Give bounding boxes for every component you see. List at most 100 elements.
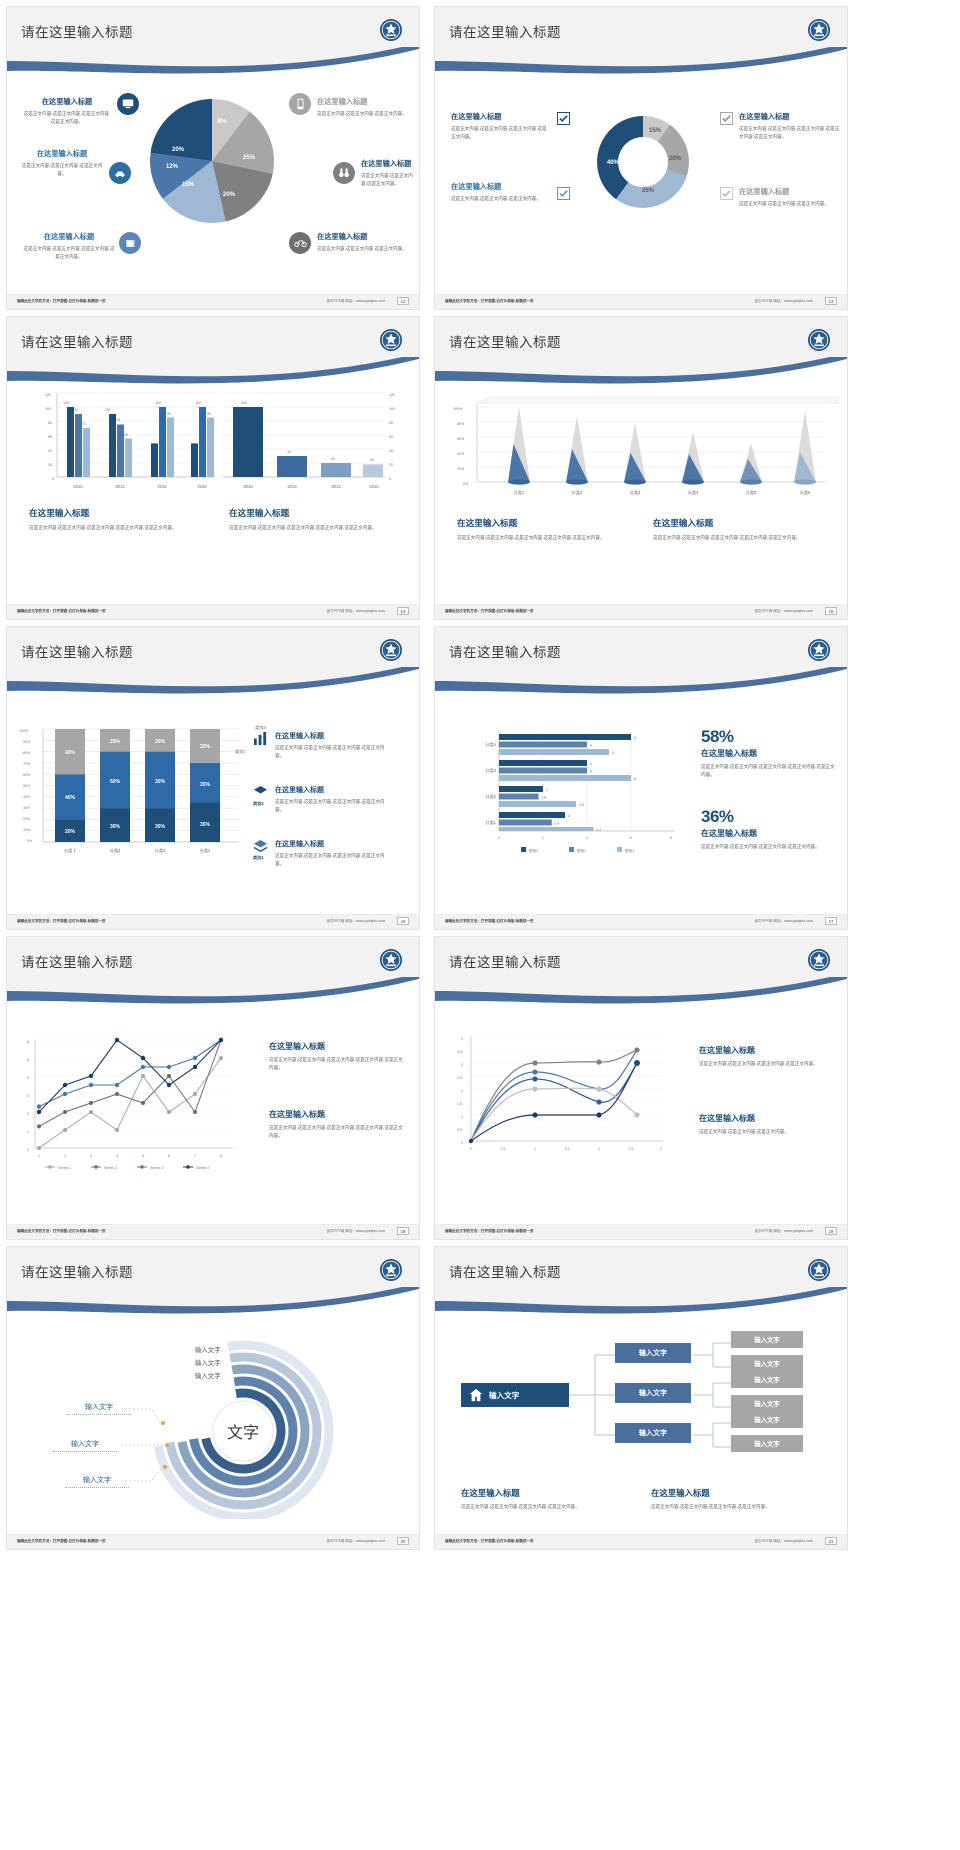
body-left: 这是正文内容,这是正文内容,这是正文内容,这是正文内容,这是正文内容。 (457, 535, 605, 540)
footer-note: 编辑此处文字的方法：打开视图-幻灯片母版-标题前一页 (17, 298, 106, 303)
svg-text:2016: 2016 (197, 484, 207, 489)
list-item[interactable]: 在这里输入标题 这是正文内容,这是正文内容,这是正文内容,这是正文内容。 (253, 839, 387, 868)
slide-footer: 编辑此处文字的方法：打开视图-幻灯片母版-标题前一页 优牛PPT网 网址：www… (435, 604, 847, 619)
svg-text:2: 2 (542, 836, 544, 840)
layer1-icon (253, 839, 268, 852)
svg-text:0: 0 (27, 1148, 29, 1152)
slide-thumbnail-12[interactable]: 请在这里输入标题 20% 8% 25% 20% (6, 6, 420, 310)
doughnut-label-4: 25% (642, 188, 655, 194)
svg-text:2014: 2014 (287, 484, 297, 489)
bicycle-icon[interactable] (289, 232, 311, 254)
svg-text:分类3: 分类3 (630, 489, 641, 496)
decorative-swoosh (7, 667, 419, 737)
slide-thumbnail-16[interactable]: 请在这里输入标题 100% 90% 80% 70% 60% 50% 40% 30% 20… (6, 626, 420, 930)
slide-thumbnail-15[interactable]: 请在这里输入标题 100% 80% 60% 40% 20% 0% (434, 316, 848, 620)
svg-text:4: 4 (461, 1037, 463, 1041)
checkbox-right-1[interactable] (720, 112, 733, 125)
page-title: 请在这里输入标题 (21, 25, 133, 40)
org-leaf-node[interactable]: 输入文字 (731, 1371, 803, 1388)
pie-label-4: 20% (223, 192, 236, 198)
school-crest-logo (380, 639, 402, 661)
svg-text:Series 2: Series 2 (104, 1166, 117, 1170)
checkbox-left-2[interactable] (557, 187, 570, 200)
phone-icon[interactable] (289, 93, 311, 115)
svg-text:3: 3 (461, 1063, 463, 1067)
decorative-swoosh (7, 977, 419, 1047)
footer-site: 优牛PPT网 网址：www.pptqiniu.com (754, 298, 813, 303)
svg-text:70: 70 (82, 422, 86, 426)
svg-text:分类1: 分类1 (485, 819, 496, 826)
svg-text:分类4: 分类4 (200, 847, 211, 854)
svg-text:85: 85 (207, 412, 211, 416)
smooth-line-chart: 4 3.5 3 2.5 2 1.5 1 0.5 0 (457, 1036, 663, 1151)
slide-footer: 编辑此处文字的方法：打开视图-幻灯片母版-标题前一页 优牛PPT网 网址：www… (7, 914, 419, 929)
decorative-swoosh (435, 667, 847, 737)
org-mid-node[interactable]: 输入文字 (615, 1383, 691, 1403)
footer-site: 优牛PPT网 网址：www.pptqiniu.com (754, 1538, 813, 1543)
org-leaf-node[interactable]: 输入文字 (731, 1435, 803, 1452)
decorative-swoosh (435, 357, 847, 427)
slide-thumbnail-20[interactable]: 请在这里输入标题 文字 (6, 1246, 420, 1550)
left-label-2: 输入文字 (53, 1439, 117, 1452)
svg-text:80: 80 (48, 421, 52, 425)
svg-text:1: 1 (461, 1115, 463, 1119)
page-title: 请在这里输入标题 (21, 645, 133, 660)
slide-footer: 编辑此处文字的方法：打开视图-幻灯片母版-标题前一页 优牛PPT网 网址：www… (435, 914, 847, 929)
footer-note: 编辑此处文字的方法：打开视图-幻灯片母版-标题前一页 (445, 608, 534, 613)
slide-footer: 编辑此处文字的方法：打开视图-幻灯片母版-标题前一页 优牛PPT网 网址：www… (435, 1534, 847, 1549)
doughnut-chart: 15% 20% 25% 40% (597, 116, 689, 208)
badge-category-2: 类别2 (253, 801, 264, 806)
svg-text:分类3: 分类3 (485, 767, 496, 774)
school-crest-logo (808, 949, 830, 971)
horizontal-bar-chart: 645 分类4 446 分类3 21.83.5 分类2 32.44.3 (485, 731, 675, 853)
checkbox-left-1[interactable] (557, 112, 570, 125)
org-leaf-node[interactable]: 输入文字 (731, 1395, 803, 1412)
svg-text:2: 2 (598, 1147, 600, 1151)
svg-text:2.5: 2.5 (457, 1076, 462, 1080)
slide-thumbnail-17[interactable]: 请在这里输入标题 6 4 5 (434, 626, 848, 930)
org-mid-node[interactable]: 输入文字 (615, 1423, 691, 1443)
svg-text:4: 4 (590, 762, 592, 766)
page-title: 请在这里输入标题 (449, 335, 561, 350)
svg-text:2012: 2012 (331, 484, 341, 489)
svg-text:5: 5 (27, 1058, 29, 1062)
org-mid-node[interactable]: 输入文字 (615, 1343, 691, 1363)
svg-text:60%: 60% (457, 437, 465, 441)
monitor-icon[interactable] (117, 93, 139, 115)
svg-text:70%: 70% (23, 762, 31, 766)
footer-note: 编辑此处文字的方法：打开视图-幻灯片母版-标题前一页 (445, 918, 534, 923)
book-icon[interactable] (119, 232, 141, 254)
heading-2: 在这里输入标题 (269, 1110, 325, 1119)
svg-text:2010: 2010 (369, 484, 379, 489)
org-leaf-node[interactable]: 输入文字 (731, 1355, 803, 1372)
slide-thumbnail-13[interactable]: 请在这里输入标题 15% 20% 25% 40% 在 (434, 6, 848, 310)
list-item[interactable]: 在这里输入标题 这是正文内容,这是正文内容,这是正文内容,这是正文内容。 (253, 731, 387, 760)
page-number: 15 (825, 607, 837, 615)
stacked-bar-chart: 100% 90% 80% 70% 60% 50% 40% 30% 20% 10% 0% (19, 728, 245, 854)
svg-text:8: 8 (220, 1154, 222, 1158)
binoculars-icon[interactable] (333, 162, 355, 184)
list-item[interactable]: 在这里输入标题 这是正文内容,这是正文内容,这是正文内容,这是正文内容。 (253, 785, 387, 814)
svg-text:30%: 30% (155, 824, 166, 830)
svg-text:0: 0 (461, 1141, 463, 1145)
single-bar-chart: 120 100 80 60 40 20 0 100 30 20 18 2016 201… (223, 392, 395, 489)
org-leaf-node[interactable]: 输入文字 (731, 1331, 803, 1348)
svg-text:100%: 100% (453, 407, 463, 411)
org-leaf-node[interactable]: 输入文字 (731, 1411, 803, 1428)
car-icon[interactable] (109, 162, 131, 184)
slide-thumbnail-21[interactable]: 请在这里输入标题 输入文字 输入文字 (434, 1246, 848, 1550)
slide-thumbnail-14[interactable]: 请在这里输入标题 120 100 80 60 40 20 0 (6, 316, 420, 620)
heading-right-1: 在这里输入标题 (739, 112, 790, 121)
checkbox-right-2[interactable] (720, 187, 733, 200)
svg-text:30: 30 (287, 450, 291, 454)
body-left: 这是正文内容,这是正文内容,这是正文内容,这是正文内容,这是正文内容。 (29, 525, 177, 530)
slide-thumbnail-19[interactable]: 请在这里输入标题 4 3.5 3 2.5 2 1.5 1 0.5 0 (434, 936, 848, 1240)
svg-text:1.5: 1.5 (565, 1147, 570, 1151)
slide-thumbnail-18[interactable]: 请在这里输入标题 6 5 4 3 2 1 0 (6, 936, 420, 1240)
org-root-node[interactable]: 输入文字 (461, 1383, 569, 1407)
page-title: 请在这里输入标题 (449, 955, 561, 970)
item-heading: 在这里输入标题 (275, 787, 324, 794)
svg-text:10%: 10% (23, 828, 31, 832)
footer-site: 优牛PPT网 网址：www.pptqiniu.com (326, 1538, 385, 1543)
body-left-2: 这是正文内容,这是正文内容,这是正文内容。 (21, 163, 103, 177)
